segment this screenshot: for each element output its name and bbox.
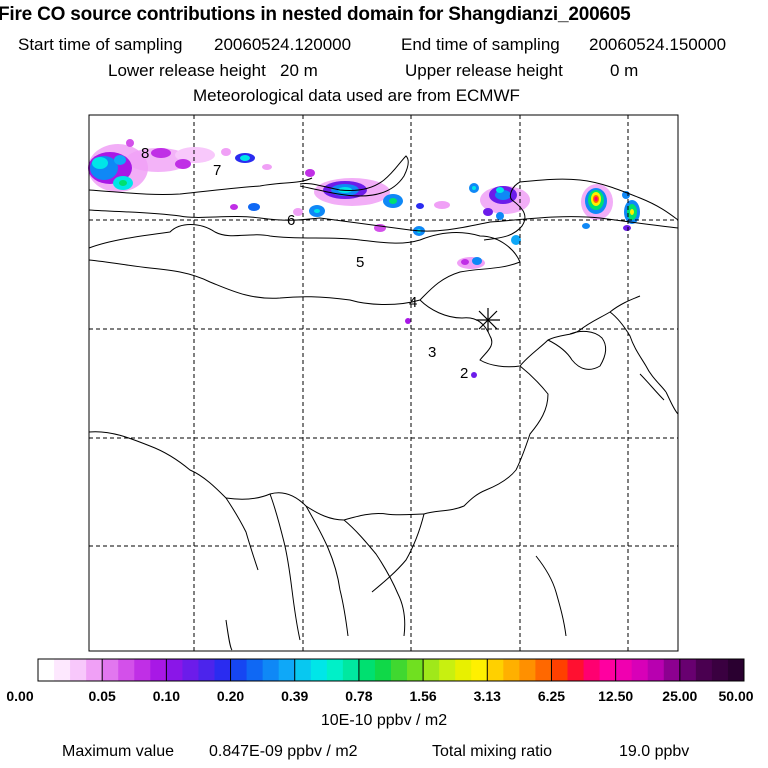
colorbar-cell [695, 659, 713, 681]
trajectory-label-8: 8 [141, 145, 149, 162]
colorbar-cell [214, 659, 232, 681]
end-time-value: 20060524.150000 [589, 35, 727, 54]
colorbar-tick-label: 25.00 [662, 688, 698, 704]
lower-release-value: 20 m [280, 61, 318, 80]
start-time-value: 20060524.120000 [214, 35, 352, 54]
colorbar-cell [262, 659, 280, 681]
colorbar-cell [711, 659, 729, 681]
colorbar-tick-label: 3.13 [473, 688, 501, 704]
colorbar-cell [118, 659, 135, 681]
colorbar-cell [134, 659, 151, 681]
colorbar-cell [38, 659, 55, 681]
colorbar-cell [342, 659, 360, 681]
colorbar-cell [374, 659, 392, 681]
colorbar-cell [278, 659, 296, 681]
colorbar-tick-label: 1.56 [409, 688, 437, 704]
trajectory-label-7: 7 [213, 162, 221, 179]
colorbar-cell [519, 659, 536, 681]
colorbar-cell [310, 659, 328, 681]
lat-lon-grid [89, 115, 678, 651]
trajectory-label-6: 6 [287, 212, 295, 229]
met-data-note: Meteorological data used are from ECMWF [193, 86, 520, 105]
colorbar-cell [439, 659, 456, 681]
trajectory-labels: 2 3 4 5 6 7 8 [141, 145, 468, 382]
figure-title: Fire CO source contributions in nested d… [0, 4, 631, 25]
colorbar-cell [727, 659, 745, 681]
colorbar-tick-label: 6.25 [537, 688, 566, 704]
trajectory-label-4: 4 [409, 294, 417, 311]
colorbar-cell [663, 659, 681, 681]
colorbar-cell [551, 659, 568, 681]
plume-south-dots [405, 318, 477, 378]
colorbar-cell [150, 659, 167, 681]
trajectory-label-2: 2 [460, 365, 468, 382]
colorbar-cell [54, 659, 71, 681]
coastlines-borders [88, 155, 679, 651]
colorbar-tick-label: 0.00 [6, 688, 34, 704]
plume-central [230, 164, 450, 236]
colorbar-tick-label: 0.05 [88, 688, 116, 704]
colorbar-cell [455, 659, 472, 681]
colorbar-cell [407, 659, 424, 681]
colorbar-cell [182, 659, 199, 681]
colorbar-border [37, 658, 745, 682]
upper-release-label: Upper release height [405, 61, 563, 80]
colorbar-cell [358, 659, 376, 681]
colorbar-cell [166, 659, 183, 681]
trajectory-label-5: 5 [356, 254, 364, 271]
colorbar-tick-label: 0.78 [345, 688, 373, 704]
colorbar-cell [246, 659, 264, 681]
colorbar-cell [535, 659, 552, 681]
map-frame [88, 114, 679, 652]
colorbar-tick-label: 0.39 [281, 688, 309, 704]
total-mixing-label: Total mixing ratio [432, 743, 553, 760]
colorbar-cell [679, 659, 697, 681]
colorbar-cell [198, 659, 215, 681]
start-time-label: Start time of sampling [18, 35, 183, 54]
colorbar-cell [503, 659, 520, 681]
colorbar-cell [294, 659, 312, 681]
colorbar-cell [86, 659, 103, 681]
colorbar-cell [471, 659, 488, 681]
colorbar-cell [326, 659, 344, 681]
plume-west [88, 139, 255, 192]
colorbar-cell [567, 659, 585, 681]
colorbar-cell [615, 659, 633, 681]
colorbar-cell [423, 659, 440, 681]
colorbar-cell [102, 659, 119, 681]
trajectory-label-3: 3 [428, 344, 436, 361]
colorbar-cell [230, 659, 248, 681]
upper-release-value: 0 m [610, 61, 639, 80]
end-time-label: End time of sampling [401, 35, 560, 54]
colorbar-cell [487, 659, 504, 681]
max-value-label: Maximum value [62, 743, 175, 760]
colorbar-cell [391, 659, 408, 681]
colorbar-cell [599, 659, 617, 681]
emission-plume-layer [88, 139, 640, 378]
colorbar-unit: 10E-10 ppbv / m2 [320, 712, 448, 729]
colorbar-tick-label: 0.10 [152, 688, 180, 704]
colorbar [37, 658, 745, 682]
colorbar-tick-label: 50.00 [718, 688, 754, 704]
total-mixing-value: 19.0 ppbv [619, 743, 690, 760]
lower-release-label: Lower release height [108, 61, 266, 80]
colorbar-cell [647, 659, 665, 681]
colorbar-cell [70, 659, 87, 681]
max-value: 0.847E-09 ppbv / m2 [209, 743, 358, 760]
colorbar-tick-label: 0.20 [216, 688, 245, 704]
colorbar-tick-label: 12.50 [598, 688, 634, 704]
asterisk-station-marker [476, 308, 500, 332]
colorbar-cell [583, 659, 601, 681]
plume-east [457, 183, 640, 269]
colorbar-cell [631, 659, 649, 681]
